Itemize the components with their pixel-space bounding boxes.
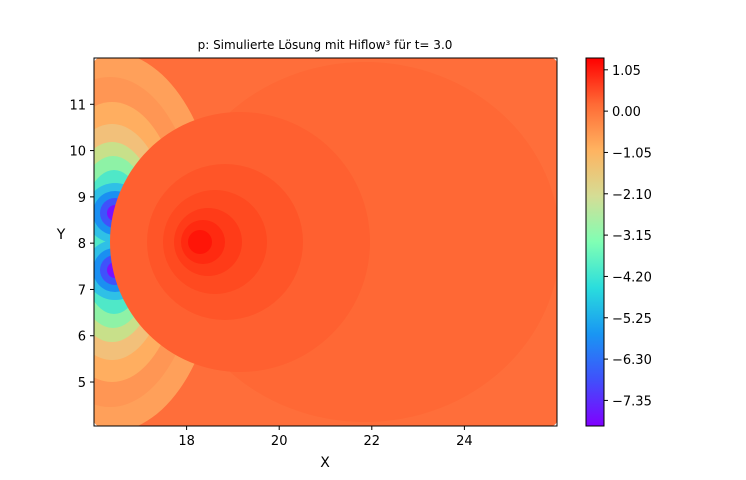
colorbar-axis: 1.05 0.00 −1.05 −2.10 −3.15 −4.20 −5.25 −6.30 −7… (604, 64, 652, 409)
y-tick-label: 9 (78, 191, 86, 206)
x-tick-label: 22 (364, 434, 381, 449)
maximum-core (188, 230, 212, 254)
colorbar-tick-label: −3.15 (612, 229, 652, 244)
colorbar-frame (585, 57, 605, 427)
plot-frame (93, 57, 558, 427)
y-tick-label: 10 (69, 145, 86, 160)
chart-title: p: Simulierte Lösung mit Hiflow³ für t= … (198, 38, 453, 52)
x-tick-label: 24 (456, 434, 473, 449)
y-axis-label: Y (56, 227, 66, 243)
contour-field (94, 58, 557, 426)
colorbar-tick-label: −7.35 (612, 394, 652, 409)
colorbar-tick-label: −1.05 (612, 146, 652, 161)
y-tick-label: 8 (78, 237, 86, 252)
y-tick-label: 11 (69, 98, 86, 113)
y-axis: 5 6 7 8 9 10 11 (69, 98, 94, 391)
x-axis-label: X (320, 455, 330, 471)
y-tick-label: 5 (78, 376, 86, 391)
colorbar-gradient (586, 58, 604, 426)
y-tick-label: 7 (78, 283, 86, 298)
y-tick-label: 6 (78, 330, 86, 345)
colorbar-tick-label: −4.20 (612, 270, 652, 285)
x-axis: 18 20 22 24 (178, 426, 473, 449)
x-tick-label: 20 (271, 434, 288, 449)
colorbar-tick-label: 0.00 (612, 105, 641, 120)
colorbar-tick-label: −5.25 (612, 312, 652, 327)
colorbar-tick-label: −2.10 (612, 188, 652, 203)
colorbar-tick-label: 1.05 (612, 64, 641, 79)
colorbar-tick-label: −6.30 (612, 353, 652, 368)
x-tick-label: 18 (178, 434, 195, 449)
